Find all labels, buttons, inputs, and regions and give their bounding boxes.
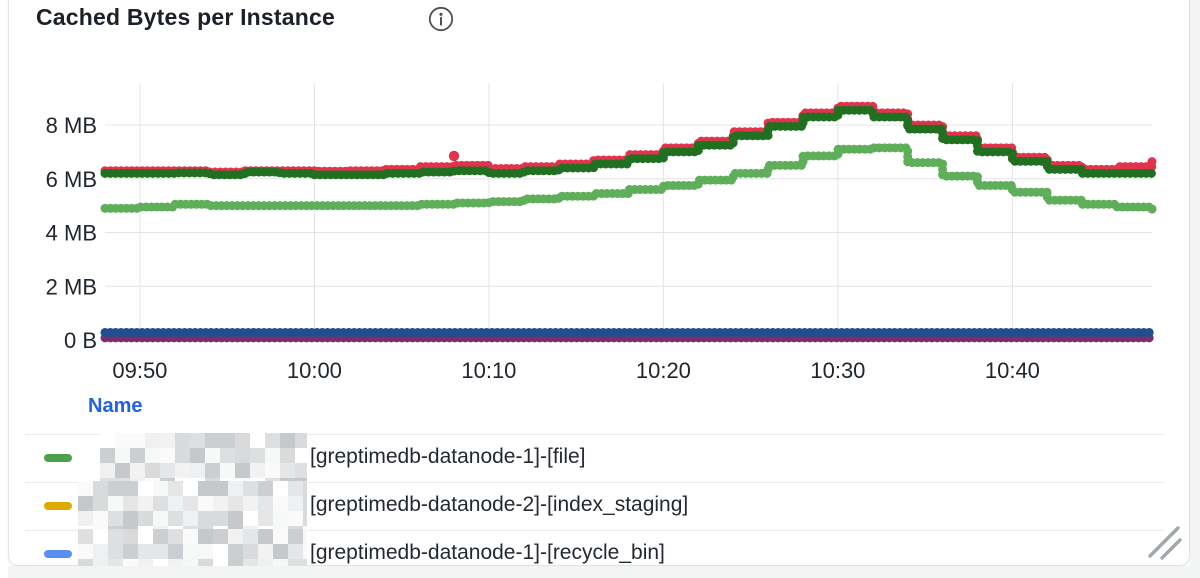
resize-handle[interactable] [1138,518,1190,566]
series-color-marker-icon [44,502,72,510]
legend-row[interactable]: [greptimedb-datanode-1]-[file] [8,433,1190,482]
x-axis-tick: 09:50 [112,358,167,383]
series-color-marker-icon [44,550,72,558]
row-divider [25,482,1164,483]
y-axis-tick: 2 MB [46,274,97,299]
y-axis-tick: 4 MB [46,221,97,246]
x-axis-tick: 10:20 [636,358,691,383]
legend-header-name[interactable]: Name [88,395,143,417]
page-background-bottom [8,566,1200,578]
outlier-point [448,150,460,162]
series-label: [greptimedb-datanode-1]-[file] [310,445,586,468]
y-axis-tick: 8 MB [46,113,97,138]
legend-row[interactable]: [greptimedb-datanode-2]-[index_staging] [8,481,1190,530]
x-axis-tick: 10:00 [287,358,342,383]
series-color-marker-icon [44,454,72,462]
row-divider [25,434,1164,435]
chart-canvas[interactable]: 8 MB 6 MB 4 MB 2 MB 0 B 09:50 10:00 10:10 10:20 1… [0,0,1200,395]
info-icon[interactable] [428,6,454,32]
redacted-series-prefix [100,433,307,482]
y-axis-tick: 6 MB [46,167,97,192]
y-axis-tick: 0 B [64,328,97,353]
panel-title: Cached Bytes per Instance [36,4,336,30]
redacted-series-prefix [78,481,307,530]
series-light-green [100,143,1157,215]
series-label: [greptimedb-datanode-2]-[index_staging] [310,493,689,516]
x-axis-tick: 10:10 [461,358,516,383]
row-divider [25,530,1164,531]
x-axis-tick: 10:40 [985,358,1040,383]
series-label: [greptimedb-datanode-1]-[recycle_bin] [310,541,665,564]
x-axis-tick: 10:30 [810,358,865,383]
series-dark-green [100,105,1157,180]
page-background-right [1190,0,1200,578]
